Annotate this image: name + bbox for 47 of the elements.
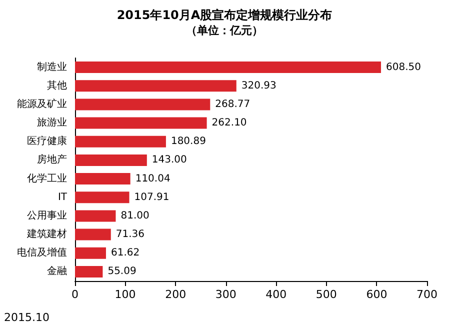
x-tick-label: 700 xyxy=(416,288,438,301)
y-tick-label: 房地产 xyxy=(37,154,67,166)
data-label: 71.36 xyxy=(116,229,145,240)
y-tick-label: 能源及矿业 xyxy=(17,98,67,110)
data-label: 81.00 xyxy=(120,210,150,222)
x-tick-label: 200 xyxy=(165,288,186,301)
y-tick-label: 电信及增值 xyxy=(17,246,67,259)
x-tick-label: 400 xyxy=(266,288,287,301)
y-tick-label: 建筑建材 xyxy=(26,228,67,240)
bar xyxy=(75,247,106,259)
chart-subtitle: （单位：亿元） xyxy=(186,24,263,37)
y-tick-label: IT xyxy=(58,192,68,203)
bar xyxy=(75,117,207,129)
x-tick-label: 500 xyxy=(316,288,337,301)
bar xyxy=(75,266,103,278)
bar xyxy=(75,173,130,185)
y-tick-label: 金融 xyxy=(47,265,67,278)
bar xyxy=(75,136,166,148)
bar xyxy=(75,62,381,74)
bar xyxy=(75,80,236,92)
y-tick-label: 其他 xyxy=(47,79,67,92)
y-tick-label: 旅游业 xyxy=(37,116,67,129)
bar xyxy=(75,154,147,166)
x-tick-label: 0 xyxy=(72,288,78,301)
data-label: 107.91 xyxy=(134,192,170,203)
chart-title: 2015年10月A股宣布定增规模行业分布 xyxy=(116,8,332,22)
data-label: 268.77 xyxy=(215,98,250,110)
data-label: 55.09 xyxy=(108,266,136,278)
x-tick-label: 300 xyxy=(215,288,236,301)
y-tick-label: 化学工业 xyxy=(27,172,67,184)
y-tick-label: 制造业 xyxy=(37,60,67,73)
x-tick-label: 100 xyxy=(114,288,136,301)
text: 2015.10 xyxy=(4,311,50,324)
bar xyxy=(75,210,116,222)
bar xyxy=(75,228,111,240)
data-label: 262.10 xyxy=(212,118,247,129)
data-label: 61.62 xyxy=(110,248,140,259)
data-label: 110.04 xyxy=(135,173,170,184)
data-label: 608.50 xyxy=(386,62,421,73)
x-tick-label: 600 xyxy=(366,288,388,301)
y-tick-label: 公用事业 xyxy=(27,209,67,222)
y-tick-label: 医疗健康 xyxy=(27,135,67,148)
bar xyxy=(75,192,130,204)
data-label: 320.93 xyxy=(241,80,276,92)
data-label: 180.89 xyxy=(170,136,206,148)
bar xyxy=(75,98,210,110)
data-label: 143.00 xyxy=(152,154,187,166)
